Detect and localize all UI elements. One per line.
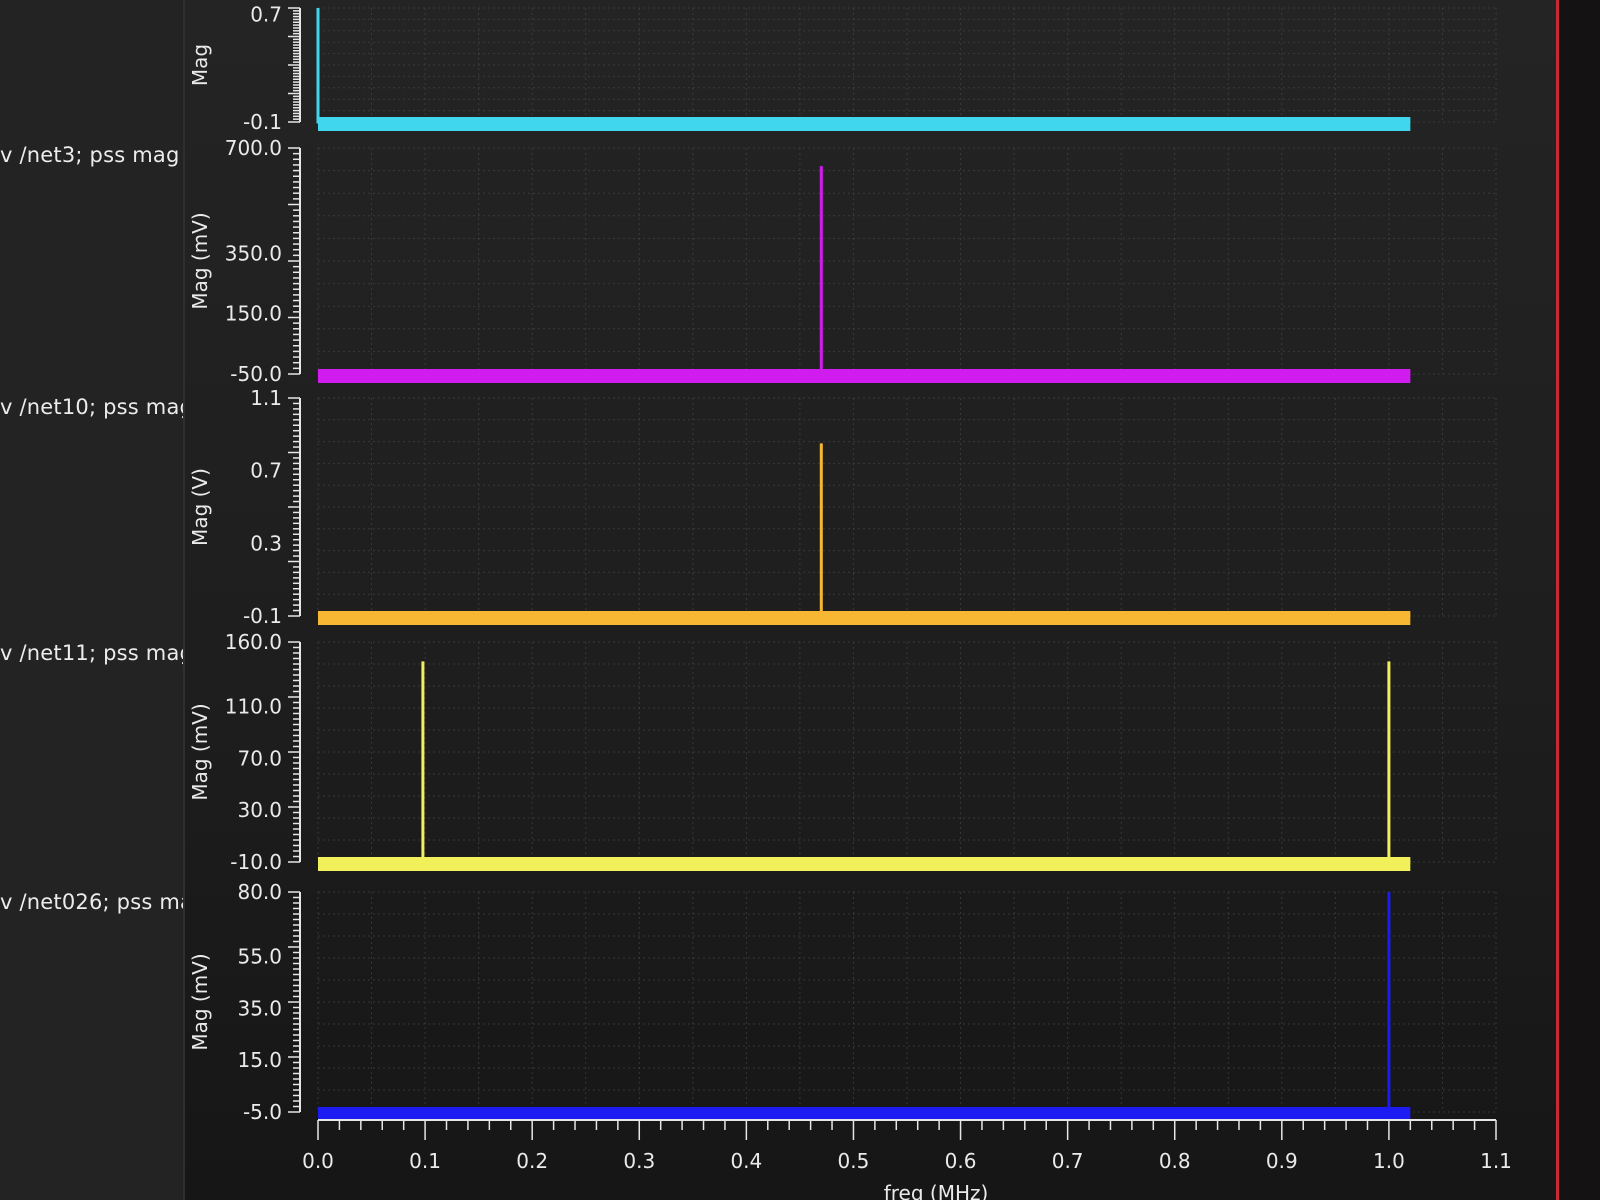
y-axis-label-net3: Mag (mV) [188,212,212,309]
y-tick-label-net026: 35.0 [237,996,282,1020]
y-tick-label-net026: 55.0 [237,945,282,969]
trace-baseline-net10[interactable] [318,611,1411,625]
y-tick-label-net3: 700.0 [225,136,282,160]
y-tick-label-top: 0.7 [250,3,282,27]
trace-line-top[interactable] [316,8,1411,124]
x-axis-label: freq (MHz) [884,1181,989,1200]
x-tick-label: 0.7 [1052,1149,1084,1173]
grid-layer [317,7,1497,1113]
x-tick-label: 0.1 [409,1149,441,1173]
y-tick-label-net3: 350.0 [225,241,282,265]
stacked-magnitude-chart[interactable]: 0.7 -0.1 Mag 700.0 350.0 150.0 -50.0 Mag (mV) 1.… [0,0,1556,1200]
x-tick-label: 0.0 [302,1149,334,1173]
screen-bezel [1559,0,1600,1200]
y-tick-label-net10: 0.7 [250,459,282,483]
trace-line-net3[interactable] [318,166,1411,376]
y-tick-label-net3: 150.0 [225,302,282,326]
y-axis-label-net10: Mag (V) [188,468,212,546]
y-tick-label-top: -0.1 [243,110,282,134]
x-tick-label: 0.2 [516,1149,548,1173]
trace-line-net10[interactable] [318,443,1411,618]
trace-name-net10[interactable]: v /net10; pss mag [0,395,183,419]
trace-baseline-net11[interactable] [318,857,1411,871]
window-frame-accent [1556,0,1559,1200]
trace-layer [316,8,1411,1121]
y-tick-label-net11: 30.0 [237,798,282,822]
trace-line-net11[interactable] [318,661,1411,864]
legend-divider [183,0,185,1200]
y-tick-label-net10: 1.1 [250,386,282,410]
x-tick-label: 1.0 [1373,1149,1405,1173]
trace-line-net026[interactable] [318,892,1411,1114]
y-axis-label-net11: Mag (mV) [188,703,212,800]
y-axis-label-top: Mag [188,44,212,86]
trace-name-net11[interactable]: v /net11; pss mag [0,641,183,665]
x-tick-label: 0.6 [945,1149,977,1173]
y-tick-label-net026: 80.0 [237,880,282,904]
y-tick-label-net11: 110.0 [225,695,282,719]
x-tick-label: 0.9 [1266,1149,1298,1173]
trace-baseline-net3[interactable] [318,369,1411,383]
y-tick-label-net10: 0.3 [250,531,282,555]
y-tick-label-net11: 70.0 [237,746,282,770]
x-tick-label: 0.5 [838,1149,870,1173]
x-tick-label: 0.3 [623,1149,655,1173]
y-tick-label-net026: -5.0 [243,1100,282,1124]
y-axis-label-net026: Mag (mV) [188,953,212,1050]
y-tick-label-net11: -10.0 [230,850,282,874]
trace-baseline-net026[interactable] [318,1107,1411,1121]
x-tick-label: 0.8 [1159,1149,1191,1173]
x-tick-label: 1.1 [1480,1149,1512,1173]
y-tick-label-net10: -0.1 [243,604,282,628]
y-tick-label-net11: 160.0 [225,630,282,654]
trace-baseline-top[interactable] [318,117,1411,131]
trace-legend-column: v /net3; pss mag v /net10; pss mag v /ne… [0,0,183,1200]
y-tick-label-net026: 15.0 [237,1048,282,1072]
y-tick-label-net3: -50.0 [230,362,282,386]
axis-layer: 0.7 -0.1 Mag 700.0 350.0 150.0 -50.0 Mag (mV) 1.… [188,3,1512,1173]
x-tick-label: 0.4 [730,1149,762,1173]
trace-name-net3[interactable]: v /net3; pss mag [0,143,180,167]
trace-name-net026[interactable]: v /net026; pss ma [0,890,183,914]
